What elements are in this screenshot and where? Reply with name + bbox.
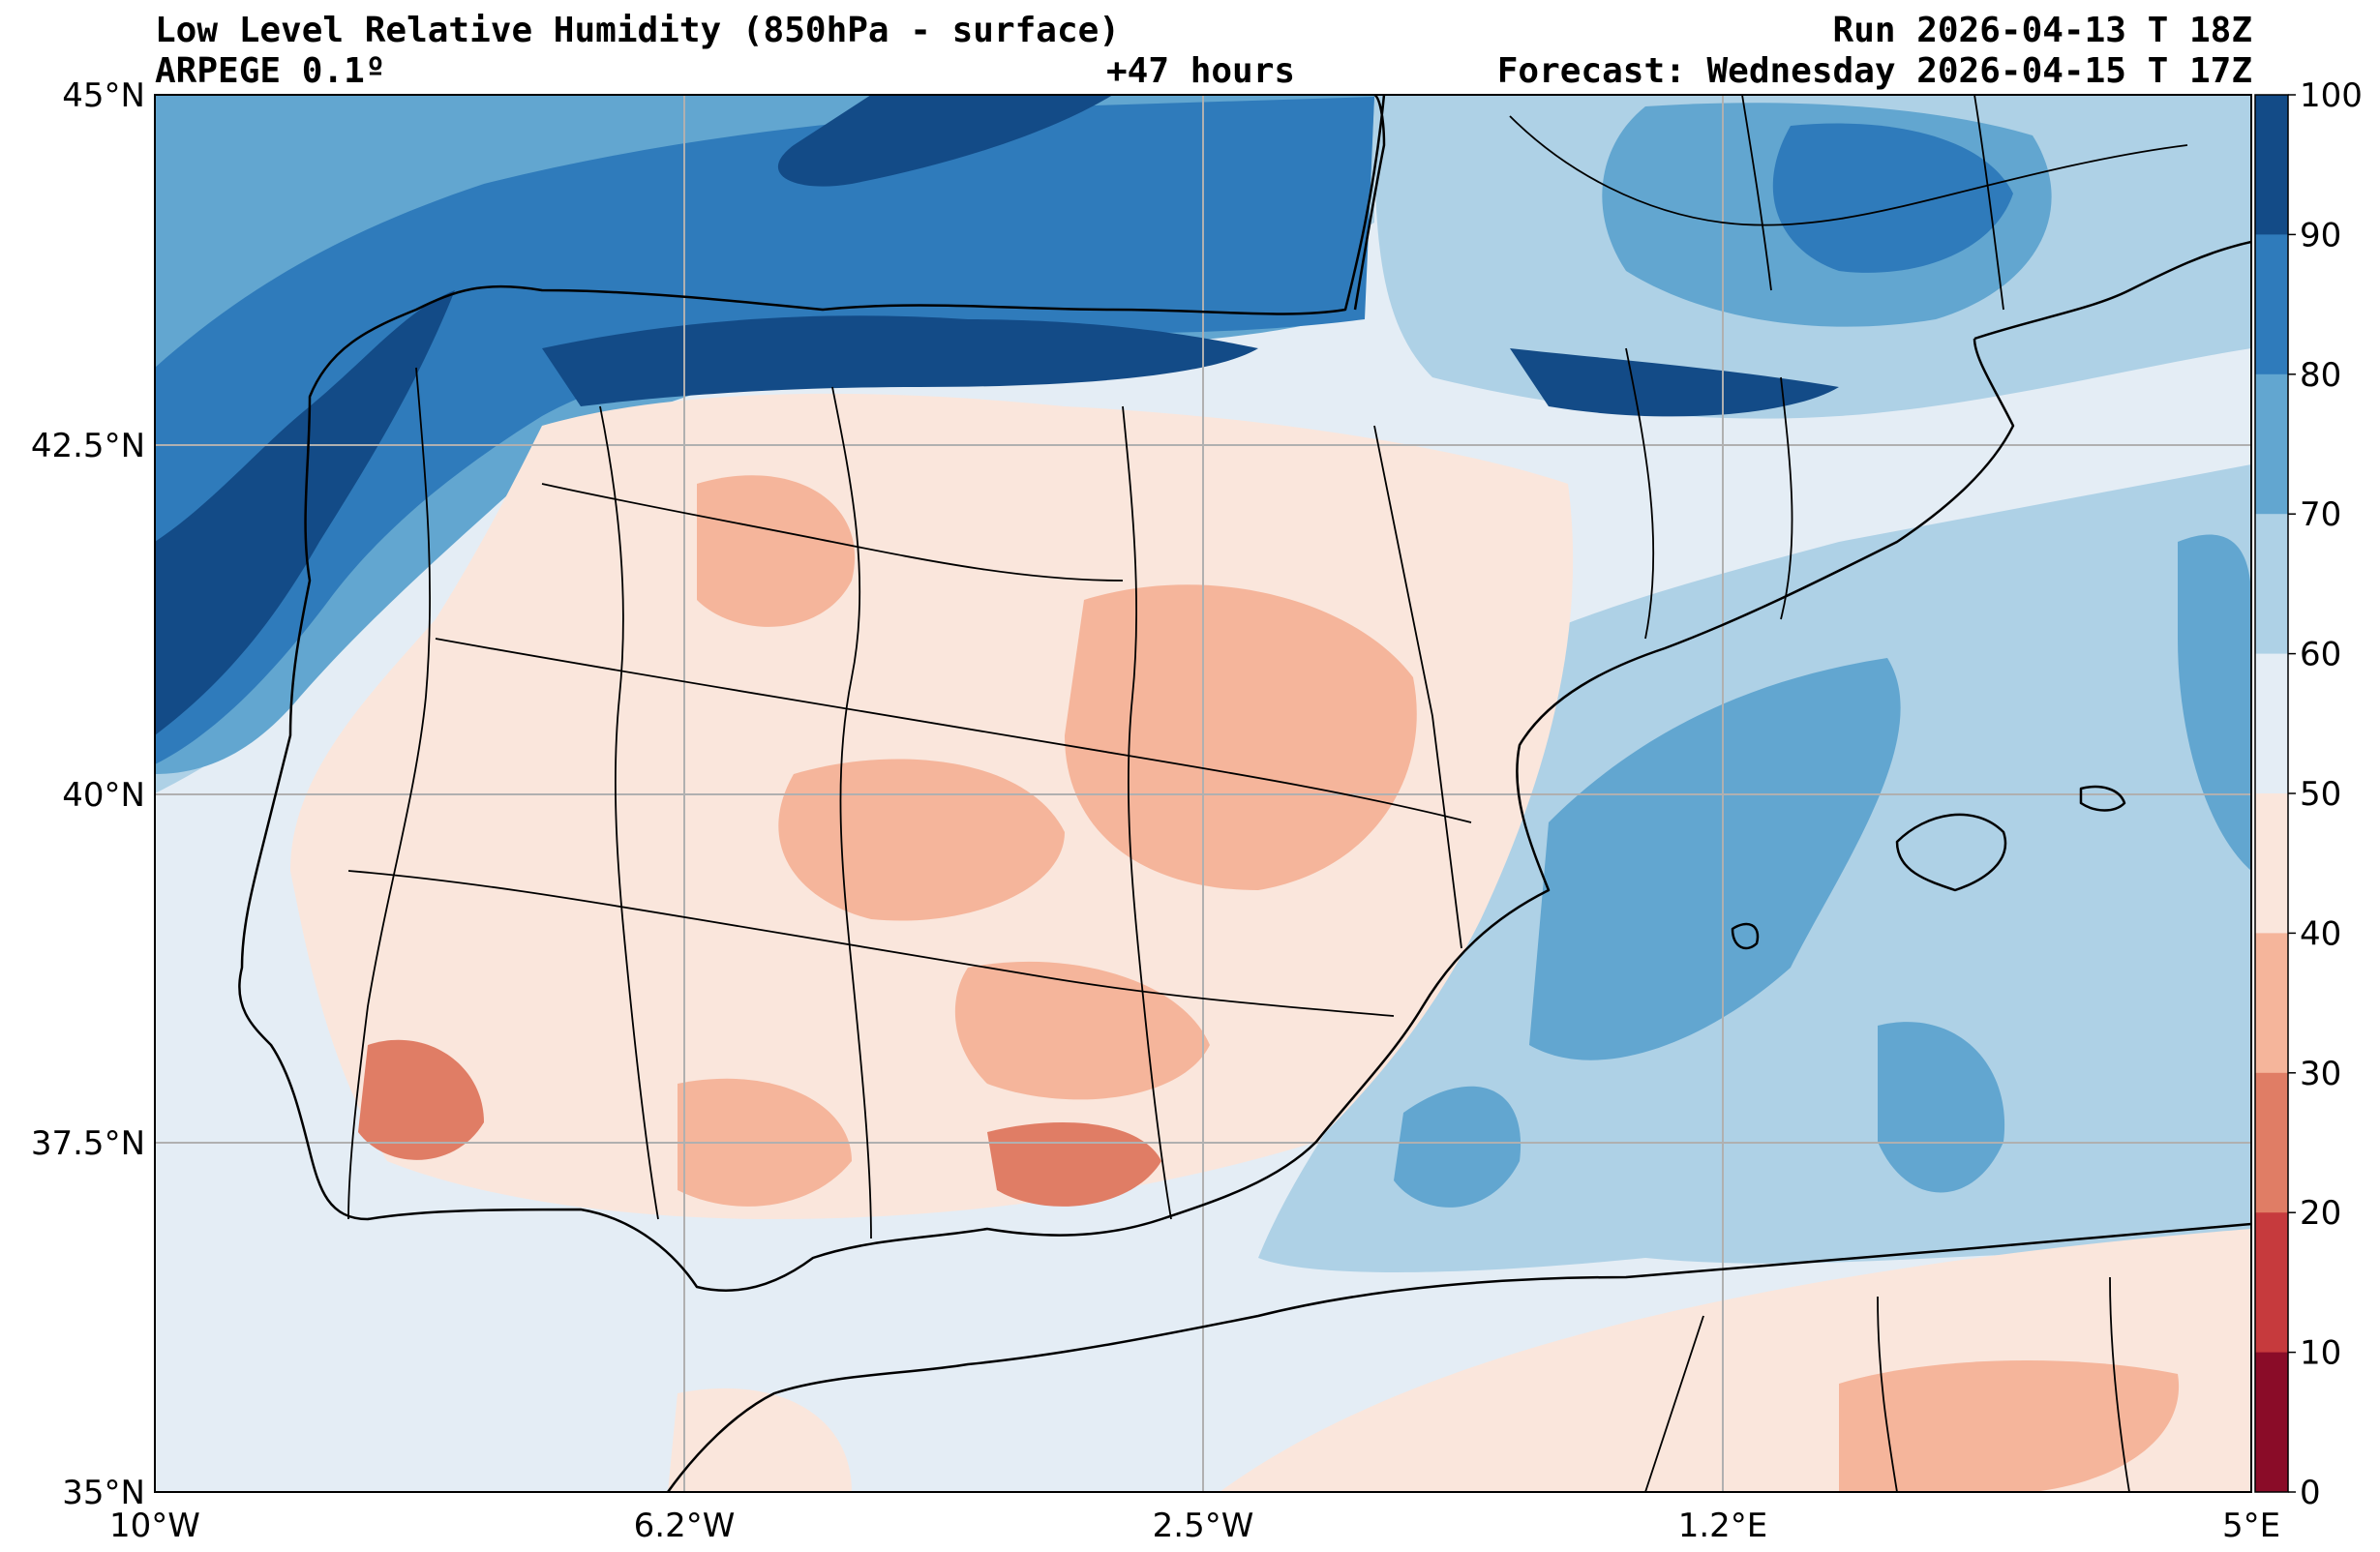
forecast-time: Forecast: Wednesday 2026-04-15 T 17Z [1496, 51, 2252, 91]
lon-label-5e: 5°E [2222, 1507, 2280, 1545]
colorbar-tick-label: 80 [2300, 356, 2341, 395]
pyrenees-strip-90 [1510, 348, 1839, 417]
border-line [599, 405, 659, 1220]
border-line [541, 483, 1124, 582]
lat-label-42-5: 42.5°N [31, 427, 145, 465]
lon-label-6-2w: 6.2°W [634, 1507, 736, 1545]
balearic-sea-field [1529, 658, 1901, 1060]
coastlines [238, 95, 2251, 1492]
mallorca-coast [1895, 813, 2007, 892]
colorbar-segment [2255, 373, 2288, 515]
dry-patch-andalusia-east [954, 961, 1210, 1100]
colorbar-segment [2255, 1352, 2288, 1493]
region-borders [347, 95, 2188, 1492]
colorbar-segment [2255, 234, 2288, 375]
aquitaine-coast [1353, 95, 1386, 311]
colorbar-tick-label: 60 [2300, 636, 2341, 674]
lon-label-2-5w: 2.5°W [1153, 1507, 1254, 1545]
north-africa-field-30 [1839, 1360, 2180, 1492]
border-line [1625, 347, 1655, 640]
dry-patch-central [1065, 584, 1417, 890]
atlantic-band-80 [155, 97, 1374, 764]
colorbar-tick-label: 100 [2300, 76, 2363, 115]
east-sea-field [2178, 534, 2251, 871]
cantabrian-strip-90 [542, 315, 1258, 406]
border-line [831, 386, 872, 1239]
lead-time: +47 hours [1106, 51, 1296, 91]
colorbar-tick-label: 20 [2300, 1194, 2341, 1233]
lon-label-10w: 10°W [109, 1507, 200, 1545]
border-line [1780, 376, 1793, 620]
ibiza-coast [1731, 922, 1760, 950]
colorbar-segment [2255, 514, 2288, 655]
border-line [1741, 95, 1772, 291]
colorbar-segment [2255, 933, 2288, 1074]
colorbar-tick-label: 70 [2300, 495, 2341, 534]
sea-patch [1878, 1022, 2005, 1193]
france-field-80 [1772, 123, 2013, 273]
run-time: Run 2026-04-13 T 18Z [1832, 11, 2252, 50]
portugal-border [347, 367, 432, 1220]
colorbar-segment [2255, 1072, 2288, 1213]
alboran-field [1394, 1086, 1521, 1208]
lat-label-40: 40°N [62, 776, 145, 815]
dry-patch-portugal-south [358, 1039, 484, 1160]
morocco-field-40 [668, 1388, 852, 1492]
border-line [1122, 405, 1172, 1220]
border-line [1509, 115, 2188, 226]
colorbar-tick-label: 30 [2300, 1055, 2341, 1093]
dry-patch-meseta-south [778, 759, 1065, 921]
lon-label-1-2e: 1.2°E [1678, 1507, 1768, 1545]
map-frame [154, 94, 2252, 1493]
colorbar-segment [2255, 95, 2288, 235]
colorbar-segment [2255, 1212, 2288, 1354]
colorbar-segment [2255, 793, 2288, 934]
border-line [2109, 1276, 2130, 1492]
colorbar-tick-label: 10 [2300, 1334, 2341, 1373]
colorbar-tick-label: 0 [2300, 1474, 2321, 1512]
border-line [1973, 95, 2004, 311]
model-label: ARPEGE 0.1º [155, 51, 386, 91]
colorbar-tick-label: 90 [2300, 216, 2341, 254]
border-line [347, 870, 1395, 1017]
border-line [1877, 1296, 1898, 1492]
border-line [1644, 1315, 1704, 1492]
gulf-of-lion-coast [1973, 240, 2251, 341]
lat-label-45: 45°N [62, 76, 145, 115]
lat-label-35: 35°N [62, 1474, 145, 1512]
dry-patch-castilla-north [697, 475, 856, 627]
bay-of-biscay-band-90 [777, 95, 1113, 187]
map-area [155, 95, 2251, 1492]
map-title: Low Level Relative Humidity (850hPa - su… [155, 11, 1120, 50]
graticule [155, 95, 2251, 1492]
colorbar-segment [2255, 653, 2288, 794]
border-line [1373, 425, 1462, 949]
iberia-coast [238, 95, 2015, 1292]
lat-label-37-5: 37.5°N [31, 1124, 145, 1163]
border-line [435, 638, 1472, 823]
colorbar-tick-label: 40 [2300, 914, 2341, 953]
colorbar-tick-label: 50 [2300, 775, 2341, 814]
north-africa-coast [666, 1222, 2251, 1492]
menorca-coast [2079, 785, 2126, 812]
